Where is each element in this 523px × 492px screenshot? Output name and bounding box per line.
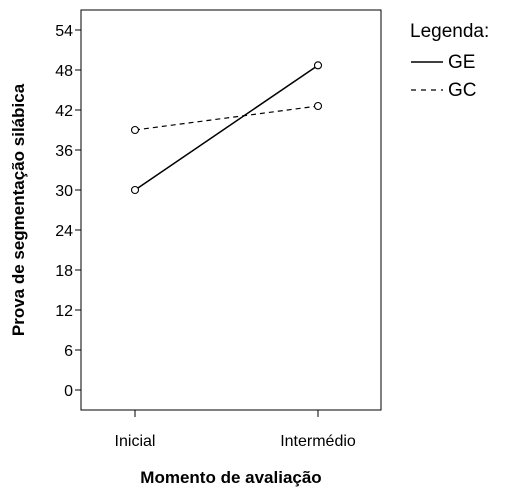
data-point-gc — [313, 101, 323, 111]
y-tick-label: 48 — [55, 63, 73, 80]
y-tick-label: 54 — [55, 23, 73, 40]
y-tick-label: 30 — [55, 183, 73, 200]
plot-frame — [80, 9, 382, 411]
legend-label-ge: GE — [448, 52, 475, 73]
x-axis: Inicial Intermédio — [115, 410, 356, 450]
x-axis-title: Momento de avaliação — [140, 468, 321, 487]
y-axis: 0 6 12 18 24 30 36 42 48 54 — [55, 23, 81, 400]
y-tick-label: 0 — [64, 383, 73, 400]
y-tick-label: 42 — [55, 103, 73, 120]
x-tick-label: Inicial — [115, 433, 156, 450]
data-point-ge — [130, 185, 140, 195]
y-tick-label: 18 — [55, 263, 73, 280]
y-tick-label: 36 — [55, 143, 73, 160]
x-tick-label: Intermédio — [280, 433, 356, 450]
data-point-gc — [130, 125, 140, 135]
legend-title: Legenda: — [410, 21, 489, 42]
series-line-ge — [134, 64, 319, 191]
y-tick-label: 24 — [55, 223, 73, 240]
y-tick-label: 6 — [64, 343, 73, 360]
legend-label-gc: GC — [448, 80, 477, 101]
y-tick-label: 12 — [55, 303, 73, 320]
data-point-ge — [313, 61, 323, 70]
legend: Legenda: GE GC — [410, 21, 489, 101]
series-line-gc — [134, 105, 319, 131]
y-axis-title: Prova de segmentação silábica — [9, 83, 28, 336]
series-layer — [130, 61, 323, 195]
